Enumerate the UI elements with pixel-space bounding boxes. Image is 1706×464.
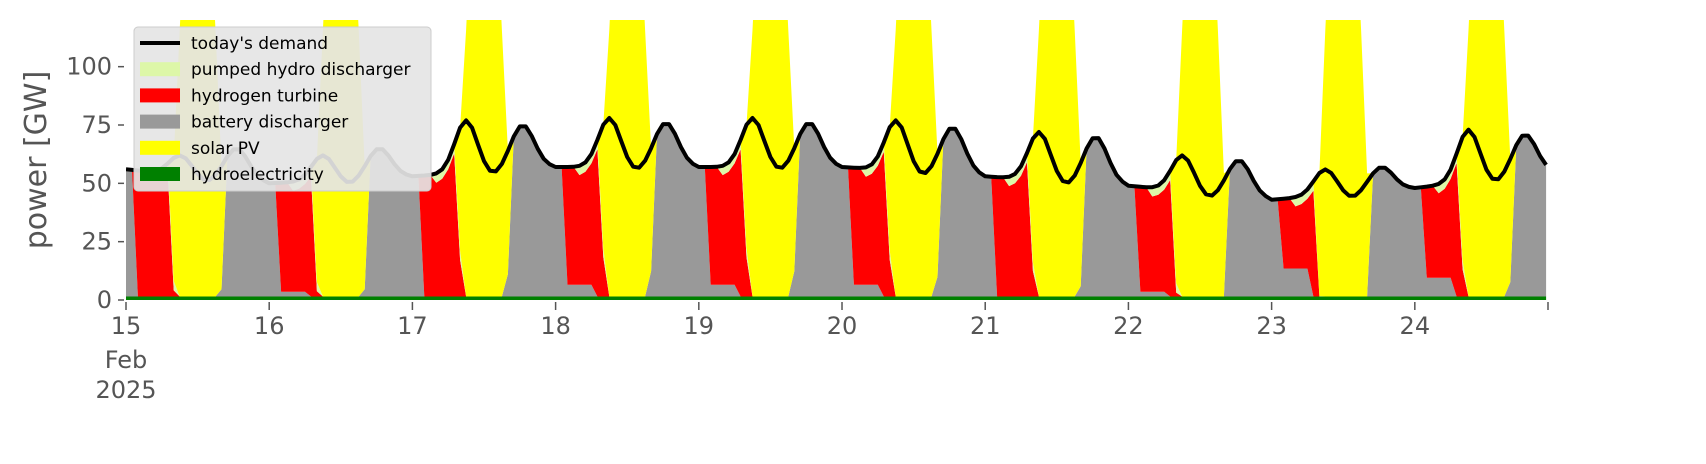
x-tick-label: 23 [1256,312,1287,340]
x-tick-label: 18 [540,312,571,340]
x-tick-label: 20 [827,312,858,340]
x-tick-label: 22 [1113,312,1144,340]
x-tick-label: 15 [111,312,142,340]
solar-pv-area [126,20,1547,297]
legend-swatch [140,140,180,155]
y-tick-label: 75 [81,111,112,139]
x-tick-year: 2025 [95,376,156,404]
y-tick-label: 50 [81,169,112,197]
x-tick-label: 16 [254,312,285,340]
y-tick-label: 0 [97,286,112,314]
y-tick-label: 100 [66,53,112,81]
x-tick-label: 17 [397,312,428,340]
legend-swatch [140,88,180,103]
legend: today's demand pumped hydro discharger hyd… [133,26,432,192]
legend-label: pumped hydro discharger [191,60,410,80]
legend-label: today's demand [191,34,328,54]
legend-swatch [140,114,180,129]
x-tick-label: 24 [1400,312,1431,340]
legend-swatch [140,62,180,77]
x-tick-month: Feb [105,346,148,374]
y-tick-label: 25 [81,228,112,256]
legend-box [133,26,432,192]
legend-label: solar PV [191,139,260,159]
legend-label: hydroelectricity [191,165,324,185]
x-tick-label: 19 [684,312,715,340]
legend-swatch [140,167,180,181]
x-tick-label: 21 [970,312,1001,340]
legend-label: hydrogen turbine [191,86,338,106]
legend-label: battery discharger [191,113,348,133]
battery-discharger-area [126,124,1547,297]
plot-area [126,20,1548,300]
hydroelectricity-area [126,296,1547,300]
y-axis-label: power [GW] [19,71,54,250]
